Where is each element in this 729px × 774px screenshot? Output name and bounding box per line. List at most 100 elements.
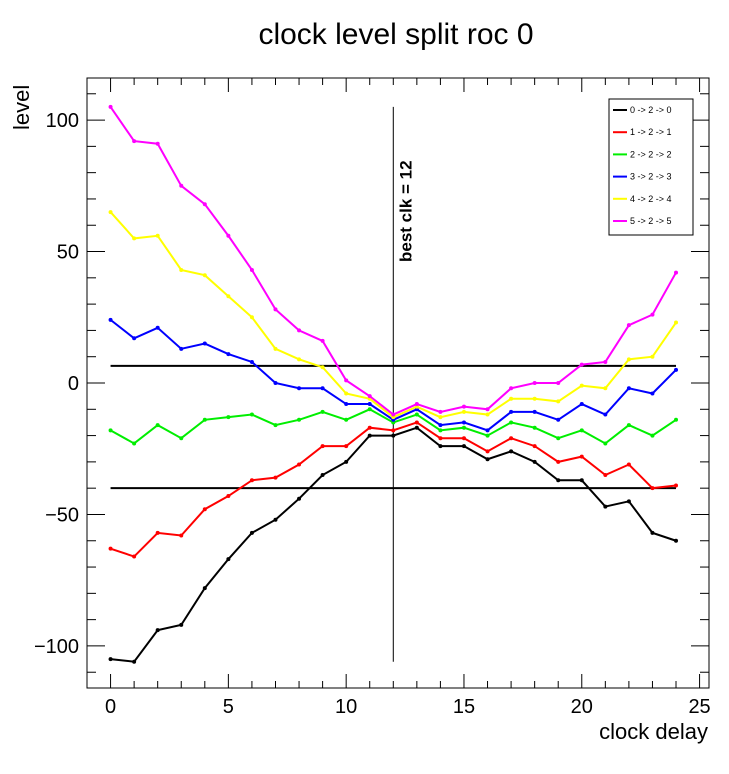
best-clock-annotation: best clk = 12	[396, 160, 415, 262]
series-1-point	[344, 444, 349, 449]
x-tick-label: 0	[105, 696, 116, 718]
series-3-point	[320, 386, 325, 391]
y-tick-label: 100	[46, 110, 79, 132]
series-5-point	[485, 407, 490, 412]
series-1-point	[414, 420, 419, 425]
series-1-point	[391, 428, 396, 433]
series-1-point	[320, 444, 325, 449]
series-2-point	[579, 428, 584, 433]
legend: 0 -> 2 -> 0 1 -> 2 -> 1 2 -> 2 -> 2 3 -> 2 …	[608, 98, 694, 236]
series-4-point	[556, 399, 561, 404]
series-3-point	[485, 428, 490, 433]
series-3-point	[108, 317, 113, 322]
series-2-point	[202, 417, 207, 422]
series-2-point	[556, 436, 561, 441]
series-3-point	[297, 386, 302, 391]
series-2-point	[461, 425, 466, 430]
y-tick-label: −50	[45, 504, 79, 526]
series-5-point	[226, 233, 231, 238]
series-2-point	[414, 412, 419, 417]
series-4-point	[249, 315, 254, 320]
legend-entry: 4 -> 2 -> 4	[630, 194, 672, 204]
series-2-point	[226, 415, 231, 420]
series-0-point	[626, 499, 631, 504]
legend-box	[608, 98, 694, 236]
series-0-point	[414, 425, 419, 430]
x-tick-label: 10	[335, 696, 357, 718]
series-3-point	[461, 420, 466, 425]
series-4-point	[297, 357, 302, 362]
series-0-point	[202, 586, 207, 591]
series-5-point	[320, 338, 325, 343]
series-2-point	[132, 441, 137, 446]
series-5-point	[509, 386, 514, 391]
series-5-point	[603, 359, 608, 364]
series-4-point	[320, 365, 325, 370]
series-0-point	[367, 433, 372, 438]
series-1-point	[297, 462, 302, 467]
series-3-point	[579, 402, 584, 407]
series-3-point	[367, 402, 372, 407]
series-3-point	[179, 346, 184, 351]
series-5-point	[461, 404, 466, 409]
series-1-point	[674, 483, 679, 488]
series-4-point	[626, 357, 631, 362]
series-1-point	[108, 546, 113, 551]
series-5-point	[273, 307, 278, 312]
series-4-point	[603, 386, 608, 391]
series-1-point	[202, 507, 207, 512]
series-4-point	[532, 396, 537, 401]
series-0-point	[344, 459, 349, 464]
series-0-point	[650, 530, 655, 535]
series-0-point	[273, 517, 278, 522]
series-5-point	[108, 104, 113, 109]
series-0-point	[155, 628, 160, 633]
series-5-point	[438, 409, 443, 414]
y-tick-label: 0	[68, 373, 79, 395]
series-4-point	[108, 210, 113, 215]
series-0-point	[674, 538, 679, 543]
series-4-point	[485, 412, 490, 417]
series-1-point	[556, 459, 561, 464]
series-0-point	[132, 659, 137, 664]
series-4-point	[226, 294, 231, 299]
series-5-point	[179, 183, 184, 188]
series-4-point	[179, 267, 184, 272]
series-3-point	[155, 325, 160, 330]
series-1-point	[485, 449, 490, 454]
y-axis-label: level	[9, 85, 34, 130]
series-5-point	[249, 267, 254, 272]
series-3-point	[249, 359, 254, 364]
series-0-point	[603, 504, 608, 509]
series-5-point	[155, 141, 160, 146]
x-tick-label: 5	[223, 696, 234, 718]
series-1-point	[367, 425, 372, 430]
series-1-point	[603, 473, 608, 478]
series-3-point	[650, 391, 655, 396]
x-axis: 0 5 10 15 20 25	[86, 78, 711, 718]
series-5-point	[532, 381, 537, 385]
series-4-point	[132, 236, 137, 241]
series-2-point	[485, 433, 490, 438]
series-4-point	[155, 233, 160, 238]
series-2-point	[626, 423, 631, 428]
series-2-point	[438, 428, 443, 433]
series-5-point	[391, 412, 396, 417]
series-0-point	[485, 457, 490, 462]
series-0-point	[391, 433, 396, 438]
series-2-point	[108, 428, 113, 433]
series-0-point	[320, 473, 325, 478]
series-3-point	[344, 402, 349, 407]
series-2-point	[344, 417, 349, 422]
series-1-point	[179, 533, 184, 538]
series-1-point	[579, 454, 584, 459]
series-0-point	[179, 622, 184, 627]
y-tick-label: 50	[57, 242, 79, 264]
series-2-point	[367, 407, 372, 412]
series-4-point	[202, 273, 207, 278]
chart-title: clock level split roc 0	[258, 18, 533, 51]
series-5-point	[650, 312, 655, 317]
series-2-point	[155, 423, 160, 428]
series-3-point	[626, 386, 631, 391]
x-tick-label: 25	[688, 696, 710, 718]
